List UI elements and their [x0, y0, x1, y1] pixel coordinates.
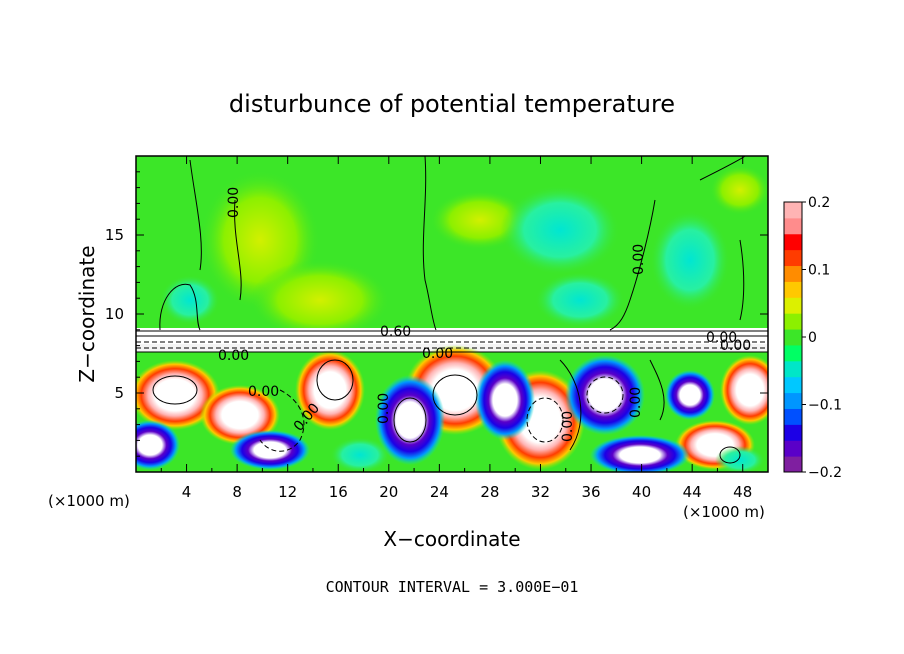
y-tick-label: 5 [114, 384, 124, 402]
colorbar-swatch [784, 456, 802, 473]
x-tick-label: 24 [430, 483, 449, 501]
colorbar-tick-label: −0.1 [808, 398, 842, 414]
svg-text:0.00: 0.00 [422, 346, 453, 362]
colorbar-tick-label: 0.2 [808, 195, 830, 211]
svg-text:0.00: 0.00 [628, 387, 644, 418]
svg-text:0.00: 0.00 [248, 384, 279, 400]
x-tick-label: 40 [632, 483, 651, 501]
colorbar-swatch [784, 329, 802, 346]
x-axis-label: X−coordinate [383, 527, 520, 551]
chart-title: disturbunce of potential temperature [229, 90, 675, 118]
y-tick-label: 10 [105, 305, 124, 323]
colorbar-tick-label: 0 [808, 330, 817, 346]
colorbar-swatch [784, 392, 802, 409]
colorbar-swatch [784, 249, 802, 267]
colorbar-swatch [784, 297, 802, 314]
colorbar-swatch [784, 344, 802, 362]
colorbar-swatch [784, 233, 802, 251]
y-tick-label: 15 [105, 226, 124, 244]
x-tick-label: 8 [232, 483, 242, 501]
x-unit-left: (×1000 m) [48, 492, 130, 510]
colorbar-swatch [784, 376, 802, 394]
y-axis: 5 10 15 [105, 171, 768, 457]
svg-text:0.00: 0.00 [706, 330, 737, 346]
svg-text:0.00: 0.00 [631, 244, 647, 275]
colorbar-swatch [784, 265, 802, 282]
x-tick-label: 20 [379, 483, 398, 501]
colorbar-swatch [784, 313, 802, 330]
x-tick-label: 44 [683, 483, 702, 501]
upper-field-variations [160, 165, 768, 340]
colorbar-tick-label: −0.2 [808, 465, 842, 481]
svg-text:0.00: 0.00 [376, 393, 392, 424]
colorbar-swatch [784, 281, 802, 298]
x-tick-label: 28 [480, 483, 499, 501]
colorbar-tick-label: 0.1 [808, 263, 830, 279]
colorbar-swatch [784, 202, 802, 219]
colorbar-swatch [784, 424, 802, 441]
x-tick-label: 32 [531, 483, 550, 501]
colorbar-swatch [784, 360, 802, 378]
x-axis: 4 8 12 16 20 24 28 32 36 40 44 48 [160, 156, 752, 501]
colorbar-swatch [784, 408, 802, 425]
y-axis-label: Z−coordinate [75, 245, 99, 382]
x-tick-label: 16 [329, 483, 348, 501]
svg-text:0.00: 0.00 [218, 348, 249, 364]
svg-text:0.00: 0.00 [560, 411, 576, 442]
svg-text:0.60: 0.60 [380, 324, 411, 340]
lower-field-variations [136, 345, 768, 472]
contour-interval-note: CONTOUR INTERVAL = 3.000E−01 [326, 578, 579, 596]
svg-text:0.00: 0.00 [720, 338, 751, 354]
colorbar: 0.2 0.1 0 −0.1 −0.2 [783, 195, 842, 481]
x-tick-label: 48 [733, 483, 752, 501]
x-unit-right: (×1000 m) [683, 503, 765, 521]
x-tick-label: 4 [182, 483, 192, 501]
colorbar-swatch [784, 440, 802, 457]
colorbar-swatch [784, 217, 802, 235]
plot-area: 0.00 0.00 0.60 0.00 0.00 0.00 0.00 0.00 … [136, 156, 768, 472]
x-tick-label: 12 [278, 483, 297, 501]
svg-text:0.00: 0.00 [226, 187, 242, 218]
x-tick-label: 36 [581, 483, 600, 501]
contour-lines [136, 156, 768, 464]
